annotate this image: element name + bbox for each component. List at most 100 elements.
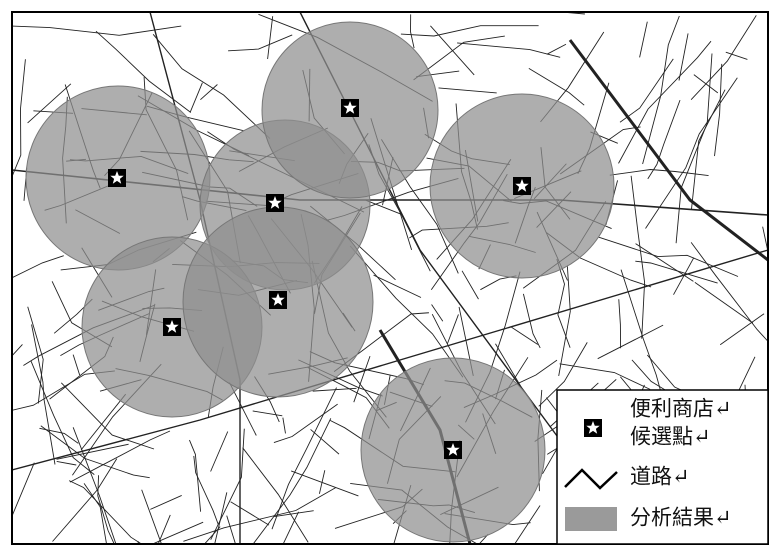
road [80, 393, 126, 451]
candidate-star [269, 291, 287, 309]
road [673, 257, 695, 295]
road [690, 242, 768, 343]
road [83, 483, 107, 544]
road [40, 425, 150, 479]
road [642, 15, 680, 165]
road [56, 443, 129, 460]
road [252, 410, 283, 417]
road [282, 417, 286, 434]
road [457, 42, 561, 58]
candidate-star [266, 194, 284, 212]
road [511, 326, 539, 345]
road [431, 304, 444, 322]
road [538, 342, 588, 407]
road [189, 439, 202, 512]
road [546, 43, 567, 55]
road [438, 87, 497, 94]
legend-road-icon [564, 468, 618, 490]
road [30, 360, 95, 475]
road [373, 274, 422, 298]
candidate-star [163, 318, 181, 336]
road [12, 462, 35, 518]
road [230, 501, 270, 526]
road [446, 314, 459, 345]
road [353, 356, 371, 403]
road [647, 99, 681, 180]
candidate-star [341, 99, 359, 117]
road [618, 299, 622, 349]
road [762, 226, 768, 254]
road [714, 63, 723, 157]
road [514, 505, 541, 544]
road [203, 526, 221, 544]
road [267, 16, 274, 60]
road [72, 427, 117, 544]
road [365, 199, 402, 215]
road [210, 431, 229, 472]
road [193, 455, 219, 525]
road [12, 25, 182, 36]
legend-label: 候選點↵ [630, 425, 711, 449]
road [694, 282, 754, 324]
road [556, 258, 571, 348]
road [618, 40, 712, 164]
legend-label: 便利商店↵ [630, 397, 732, 421]
road [675, 53, 713, 244]
road [39, 427, 79, 444]
road [597, 324, 664, 360]
road [639, 21, 648, 58]
road [150, 495, 182, 510]
road [60, 382, 155, 450]
road [242, 447, 309, 543]
candidate-star [444, 441, 462, 459]
legend-label: 分析結果↵ [630, 506, 732, 530]
road [27, 83, 72, 124]
road [522, 293, 541, 349]
road [189, 82, 203, 113]
road [630, 175, 646, 339]
road [568, 39, 768, 262]
road [693, 74, 719, 94]
road [228, 34, 293, 52]
road [72, 354, 81, 376]
road [152, 34, 271, 139]
road [252, 418, 332, 544]
road [141, 489, 162, 544]
map-frame [11, 11, 769, 545]
road [97, 475, 115, 544]
road [12, 59, 26, 178]
legend-area-icon [565, 507, 617, 531]
road [214, 492, 228, 544]
road [95, 30, 192, 113]
road [719, 313, 765, 346]
legend-star [584, 419, 602, 437]
road [151, 521, 204, 544]
legend-label: 道路↵ [630, 465, 690, 489]
road [69, 430, 171, 483]
road [226, 515, 236, 544]
road [400, 25, 539, 37]
road [27, 306, 44, 404]
legend: 便利商店↵ 候選點↵ 道路↵ 分析結果↵ [556, 389, 769, 545]
road [495, 343, 522, 388]
road [635, 260, 718, 284]
road [349, 245, 464, 378]
road [645, 77, 738, 229]
road [200, 84, 218, 101]
road [558, 266, 571, 376]
road [274, 510, 314, 518]
road [598, 236, 739, 277]
road [271, 387, 337, 530]
candidate-star [108, 169, 126, 187]
road [528, 67, 585, 106]
road [68, 480, 143, 544]
road [559, 363, 651, 390]
road [619, 58, 674, 123]
road [410, 14, 415, 49]
road [609, 169, 709, 177]
road [461, 270, 479, 300]
road [12, 255, 64, 279]
road [690, 15, 757, 101]
road [678, 33, 689, 81]
